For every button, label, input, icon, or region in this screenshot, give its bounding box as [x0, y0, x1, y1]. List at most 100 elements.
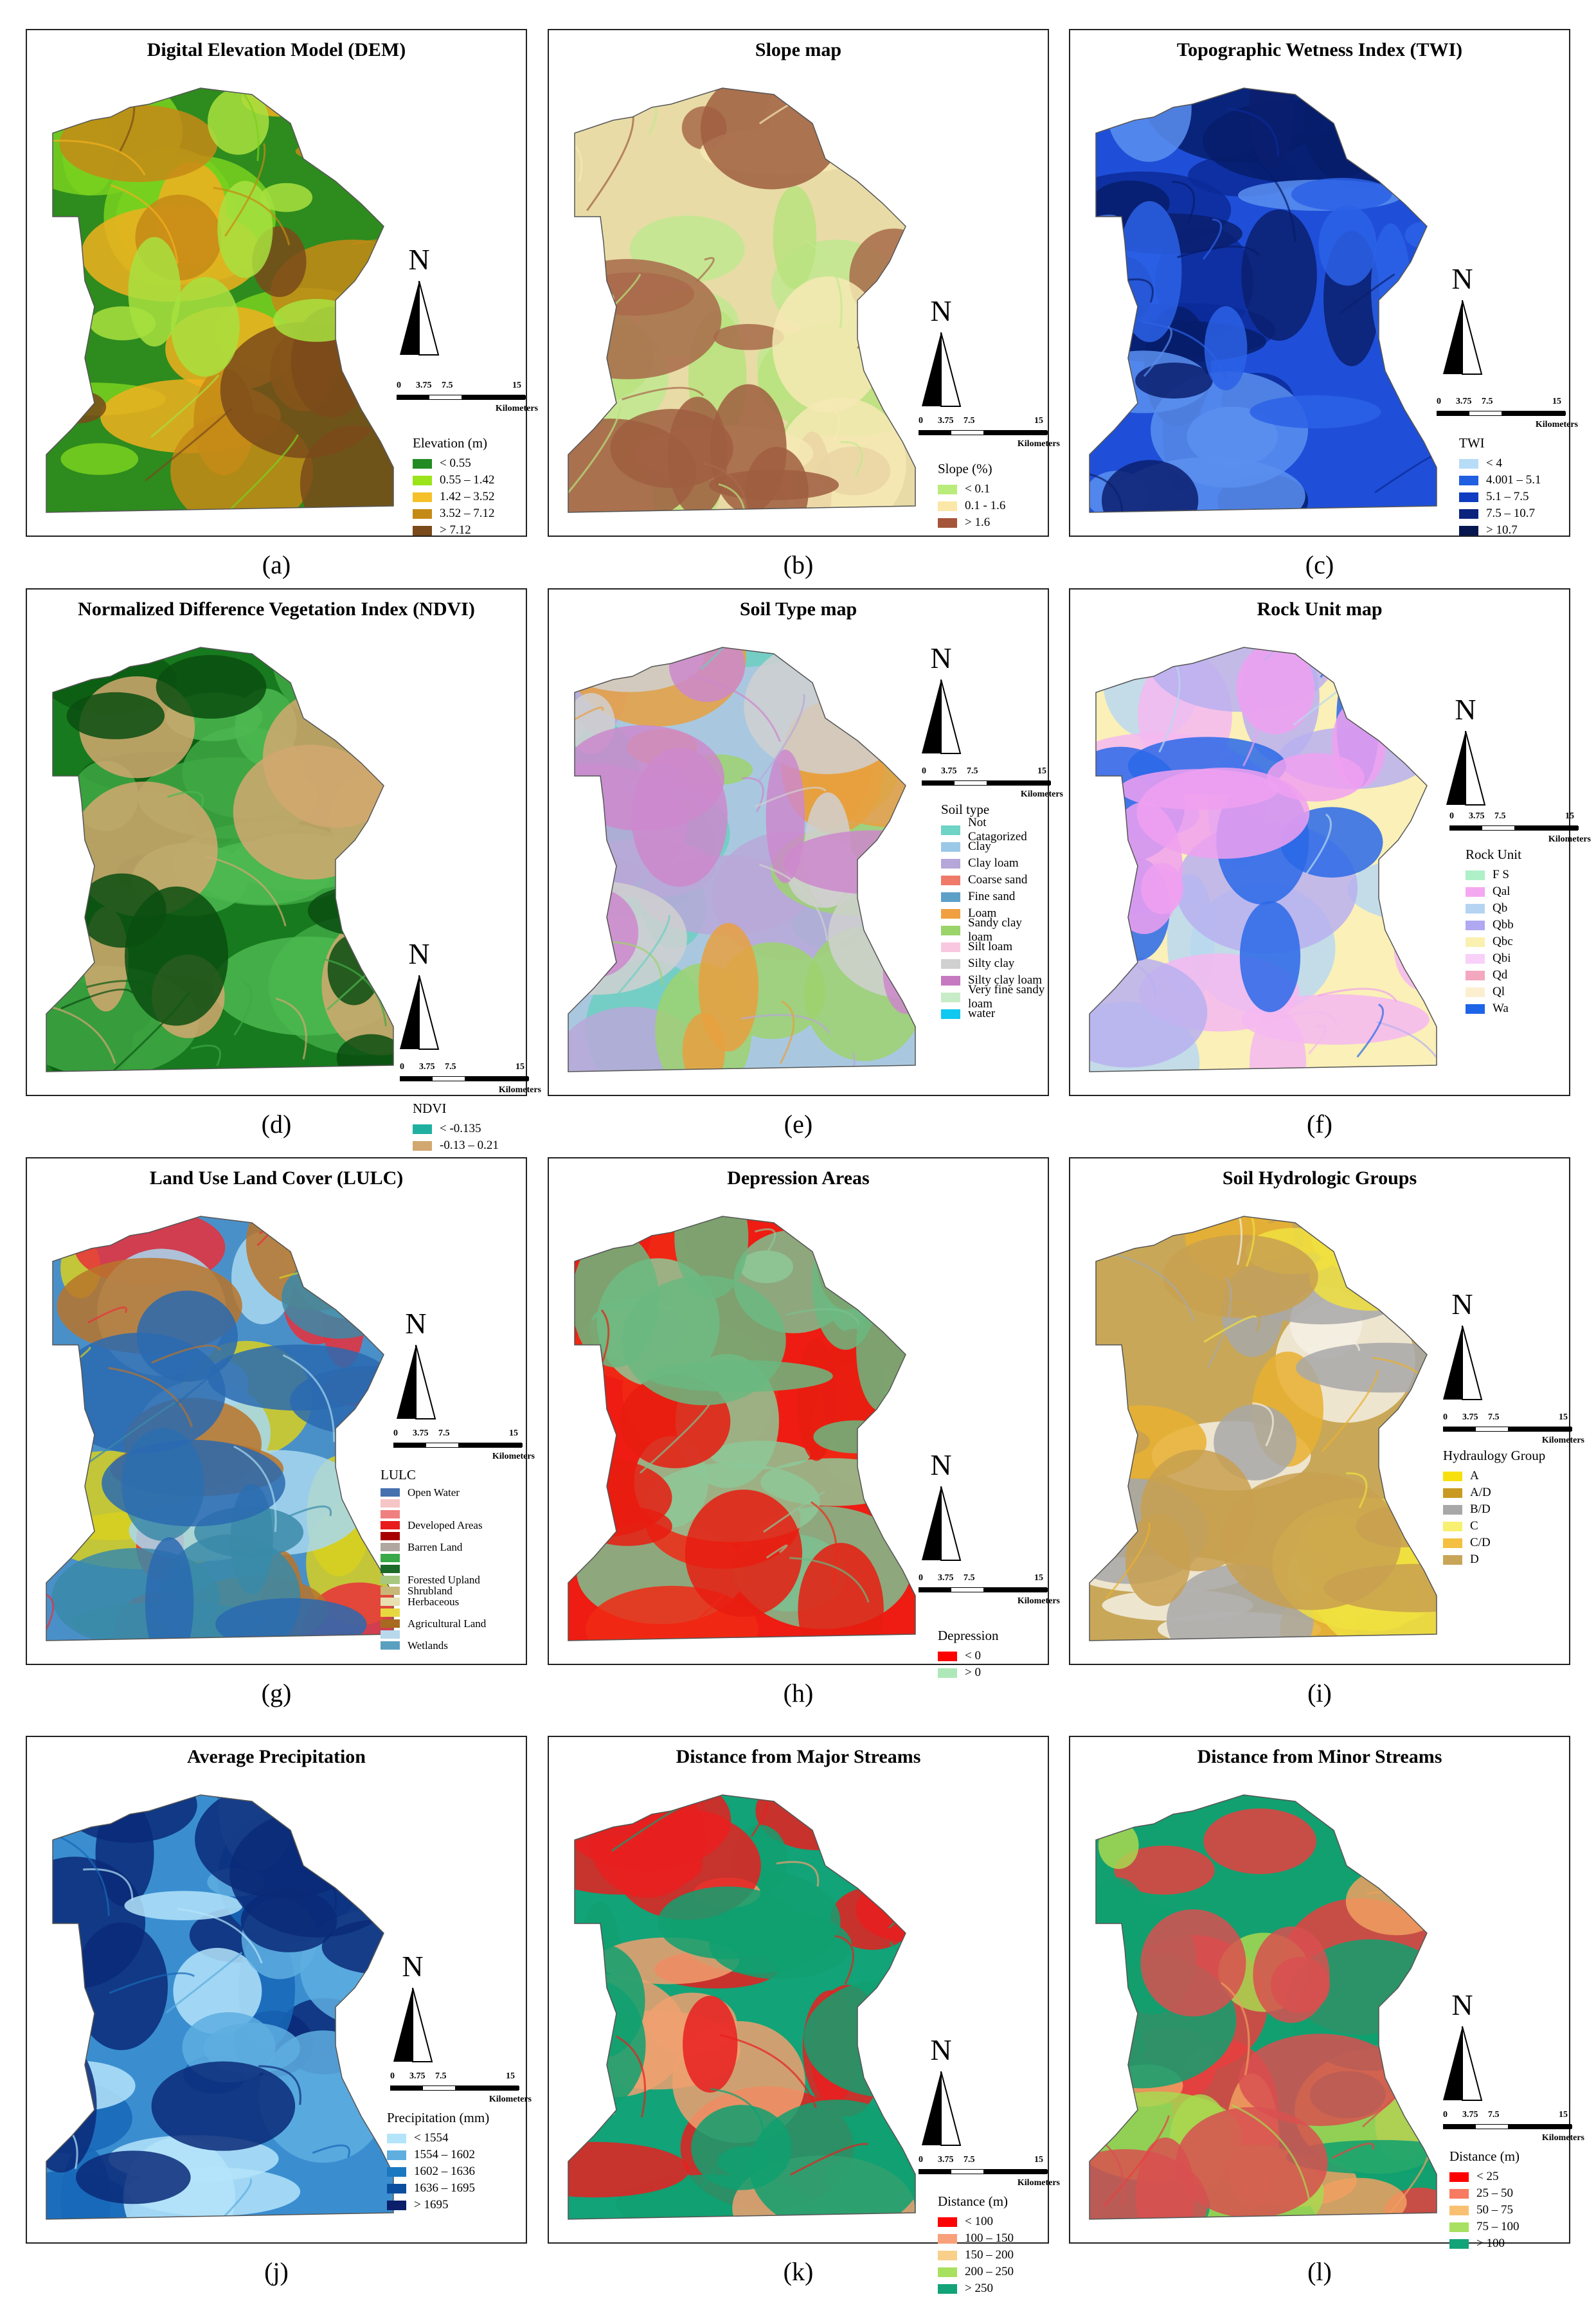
- legend-swatch: [381, 1641, 400, 1650]
- scale-bar-graphic: [1449, 825, 1579, 831]
- map-line: [840, 441, 863, 477]
- map-region: [229, 1809, 393, 1938]
- scale-bar-graphic: [919, 2169, 1048, 2174]
- scale-tick: 7.5: [1494, 811, 1506, 821]
- map-line: [242, 1197, 260, 1209]
- legend-label: Open Water: [408, 1486, 460, 1499]
- map-region: [291, 88, 393, 142]
- map-region: [813, 1420, 899, 1454]
- legend-label: Fine sand: [968, 890, 1016, 903]
- map-line: [1142, 321, 1227, 379]
- legend-swatch: [941, 842, 960, 852]
- panel-label: (c): [1305, 550, 1334, 579]
- scale-unit: Kilometers: [1541, 2133, 1584, 2143]
- map-line: [1376, 1021, 1437, 1072]
- map-line: [755, 786, 827, 808]
- legend-item: Herbaceous: [381, 1595, 486, 1608]
- legend-title: Precipitation (mm): [387, 2110, 490, 2125]
- legend-label: 5.1 – 7.5: [1486, 490, 1529, 503]
- scale-tick: 0: [919, 416, 923, 426]
- legend-item: [381, 1563, 486, 1574]
- legend-item: Silty clay loam: [941, 972, 1048, 989]
- legend-swatch: [938, 1668, 957, 1678]
- map-region: [233, 744, 388, 880]
- map-line: [87, 1306, 127, 1324]
- map-region: [1135, 363, 1213, 399]
- map-region: [156, 654, 267, 719]
- north-letter: N: [930, 642, 952, 674]
- map-line: [108, 1367, 193, 1428]
- legend-label: < 0.1: [965, 482, 991, 496]
- scale-tick: 3.75: [1469, 811, 1485, 821]
- legend-item: 150 – 200: [938, 2247, 1014, 2264]
- map-line: [83, 1401, 175, 1467]
- map-region: [647, 1360, 833, 1392]
- map-region: [773, 186, 817, 289]
- map-region: [683, 1995, 738, 2093]
- legend-swatch: [941, 858, 960, 869]
- map-line: [258, 2065, 301, 2105]
- scale-tick: 7.5: [1488, 2110, 1500, 2120]
- map-region: [571, 1232, 659, 1367]
- scale-tick: 15: [1034, 2155, 1043, 2165]
- legend-item: Not Catagorized: [941, 816, 1048, 843]
- study-area-map: [46, 1197, 394, 1641]
- legend-title: Distance (m): [938, 2193, 1009, 2209]
- legend-swatch: [1443, 1538, 1462, 1548]
- legend-label: 0.55 – 1.42: [440, 473, 495, 487]
- legend-swatch: [381, 1587, 400, 1595]
- legend-item: 25 – 50: [1449, 2185, 1520, 2202]
- scale-unit: Kilometers: [1020, 789, 1063, 799]
- legend-swatch: [941, 959, 960, 969]
- map-line: [754, 1228, 776, 1252]
- legend-item: 3.52 – 7.12: [413, 505, 495, 522]
- legend-label: 1.42 – 3.52: [440, 490, 495, 503]
- map-region: [1236, 647, 1315, 735]
- map-panel-h: Depression Areas N 0 3.75 7.5 15 Kilometers Dep…: [548, 1157, 1060, 1679]
- map-line: [219, 88, 260, 161]
- map-line: [1434, 1909, 1437, 1992]
- map-region: [273, 298, 360, 342]
- legend-swatch: [1443, 1471, 1462, 1481]
- map-line: [1202, 218, 1223, 260]
- map-line: [233, 1445, 277, 1532]
- map-line: [810, 1501, 838, 1588]
- legend-item: Qbc: [1466, 933, 1521, 950]
- legend-swatch: [938, 484, 957, 494]
- scale-bar-graphic: [1443, 2124, 1572, 2129]
- legend-item: 0.55 – 1.42: [413, 472, 495, 489]
- map-region: [861, 163, 915, 199]
- map-region: [1141, 863, 1183, 914]
- study-area-map: [568, 1794, 916, 2220]
- north-arrow-icon: [393, 1988, 433, 2062]
- map-region: [136, 1290, 238, 1382]
- map-line: [46, 2042, 49, 2129]
- legend-title: Depression: [938, 1628, 999, 1643]
- legend-swatch: [387, 2166, 406, 2177]
- map-region: [1291, 177, 1392, 211]
- map-line: [750, 1795, 769, 1837]
- north-letter: N: [1451, 262, 1473, 295]
- map-legend: Distance (m) < 25 25 – 50 50 – 75 75 – 100 > …: [1449, 2148, 1520, 2252]
- scale-tick: 7.5: [1488, 1412, 1500, 1422]
- scale-bar: 0 3.75 7.5 15 Kilometers: [919, 416, 1060, 455]
- legend-swatch: [1449, 2188, 1469, 2199]
- legend-label: Wa: [1493, 1002, 1509, 1015]
- legend-item: > 10.7: [1459, 522, 1541, 539]
- legend-item: [381, 1509, 486, 1520]
- scale-tick: 0: [1437, 397, 1441, 406]
- legend-item: < 0.55: [413, 455, 495, 472]
- legend-label: 25 – 50: [1476, 2186, 1513, 2200]
- map-region: [1136, 768, 1310, 859]
- legend-swatch: [387, 2150, 406, 2160]
- study-area-map: [568, 647, 916, 1072]
- legend-label: Herbaceous: [408, 1595, 460, 1608]
- north-letter: N: [930, 2033, 952, 2066]
- legend-label: Qbc: [1493, 935, 1513, 948]
- map-line: [888, 1867, 915, 1929]
- map-region: [173, 1947, 262, 2035]
- scale-tick: 15: [506, 2071, 515, 2081]
- north-letter: N: [408, 937, 430, 970]
- legend-item: Fine sand: [941, 888, 1048, 905]
- map-legend: Rock Unit F S Qal Qb Qbb Qbc Qbi Qd Ql Wa: [1466, 847, 1521, 1017]
